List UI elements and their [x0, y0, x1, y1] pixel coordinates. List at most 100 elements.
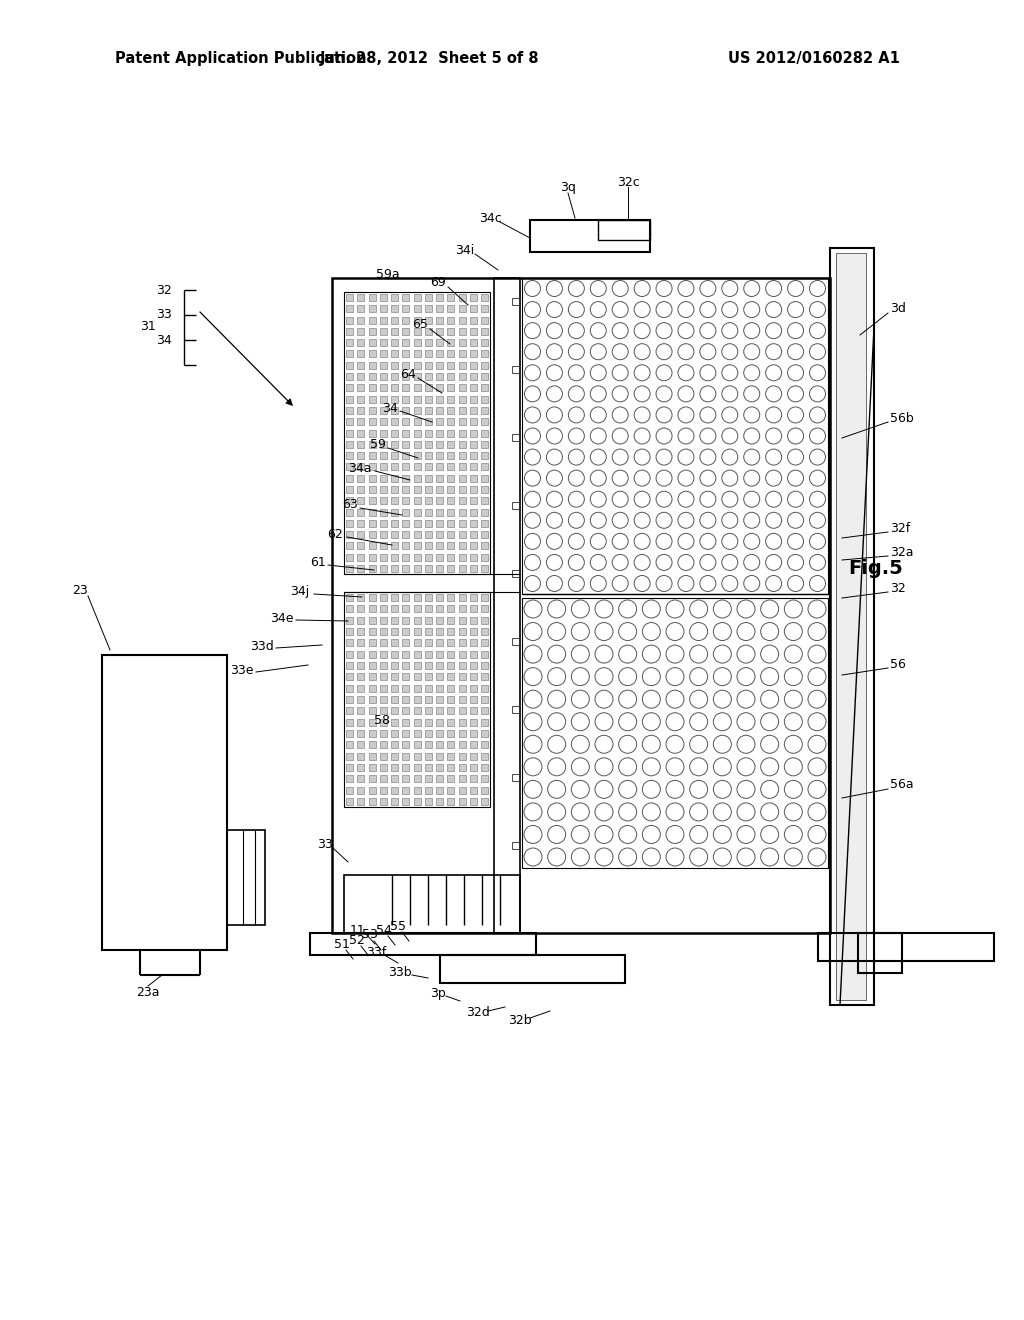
Bar: [414, 639, 421, 647]
Bar: [436, 498, 443, 504]
Bar: [436, 663, 443, 669]
Bar: [436, 350, 443, 358]
Bar: [512, 298, 519, 305]
Bar: [380, 651, 387, 657]
Bar: [346, 594, 353, 601]
Bar: [357, 317, 365, 323]
Bar: [470, 628, 477, 635]
Bar: [369, 616, 376, 623]
Bar: [357, 708, 365, 714]
Bar: [414, 628, 421, 635]
Bar: [369, 764, 376, 771]
Bar: [459, 594, 466, 601]
Bar: [380, 543, 387, 549]
Bar: [447, 407, 455, 414]
Bar: [481, 362, 488, 368]
Bar: [391, 498, 398, 504]
Bar: [512, 366, 519, 374]
Bar: [436, 374, 443, 380]
Bar: [346, 696, 353, 704]
Bar: [369, 418, 376, 425]
Bar: [346, 531, 353, 539]
Bar: [402, 663, 410, 669]
Bar: [459, 787, 466, 793]
Bar: [447, 317, 455, 323]
Bar: [425, 350, 432, 358]
Bar: [425, 418, 432, 425]
Bar: [346, 384, 353, 391]
Bar: [425, 685, 432, 692]
Bar: [436, 418, 443, 425]
Bar: [447, 384, 455, 391]
Bar: [414, 663, 421, 669]
Bar: [459, 606, 466, 612]
Bar: [481, 787, 488, 793]
Bar: [414, 606, 421, 612]
Bar: [425, 543, 432, 549]
Bar: [414, 708, 421, 714]
Text: 32b: 32b: [508, 1015, 531, 1027]
Bar: [402, 764, 410, 771]
Bar: [344, 591, 490, 807]
Bar: [425, 639, 432, 647]
Bar: [391, 486, 398, 492]
Bar: [425, 553, 432, 561]
Bar: [380, 350, 387, 358]
Bar: [436, 531, 443, 539]
Bar: [470, 718, 477, 726]
Bar: [598, 220, 650, 240]
Bar: [481, 429, 488, 437]
Bar: [391, 339, 398, 346]
Bar: [436, 775, 443, 783]
Bar: [346, 628, 353, 635]
Bar: [369, 696, 376, 704]
Bar: [470, 696, 477, 704]
Bar: [414, 407, 421, 414]
Bar: [346, 742, 353, 748]
Bar: [380, 628, 387, 635]
Bar: [459, 639, 466, 647]
Bar: [436, 407, 443, 414]
Bar: [470, 486, 477, 492]
Bar: [369, 339, 376, 346]
Bar: [447, 616, 455, 623]
Bar: [425, 463, 432, 470]
Bar: [481, 594, 488, 601]
Bar: [470, 531, 477, 539]
Bar: [391, 775, 398, 783]
Bar: [402, 294, 410, 301]
Bar: [402, 718, 410, 726]
Bar: [369, 775, 376, 783]
Bar: [447, 374, 455, 380]
Bar: [459, 374, 466, 380]
Bar: [447, 628, 455, 635]
Bar: [391, 606, 398, 612]
Bar: [346, 553, 353, 561]
Bar: [402, 673, 410, 680]
Bar: [459, 708, 466, 714]
Bar: [369, 531, 376, 539]
Bar: [522, 598, 828, 869]
Bar: [357, 463, 365, 470]
Bar: [459, 775, 466, 783]
Bar: [357, 441, 365, 447]
Bar: [494, 279, 520, 933]
Bar: [346, 475, 353, 482]
Bar: [414, 294, 421, 301]
Bar: [425, 696, 432, 704]
Bar: [402, 407, 410, 414]
Bar: [447, 429, 455, 437]
Bar: [402, 486, 410, 492]
Bar: [414, 764, 421, 771]
Bar: [369, 407, 376, 414]
Text: 32d: 32d: [466, 1006, 489, 1019]
Bar: [346, 663, 353, 669]
Bar: [369, 350, 376, 358]
Bar: [425, 708, 432, 714]
Bar: [414, 441, 421, 447]
Text: 59: 59: [370, 438, 386, 451]
Text: 33d: 33d: [250, 639, 273, 652]
Bar: [391, 441, 398, 447]
Bar: [470, 407, 477, 414]
Bar: [369, 752, 376, 760]
